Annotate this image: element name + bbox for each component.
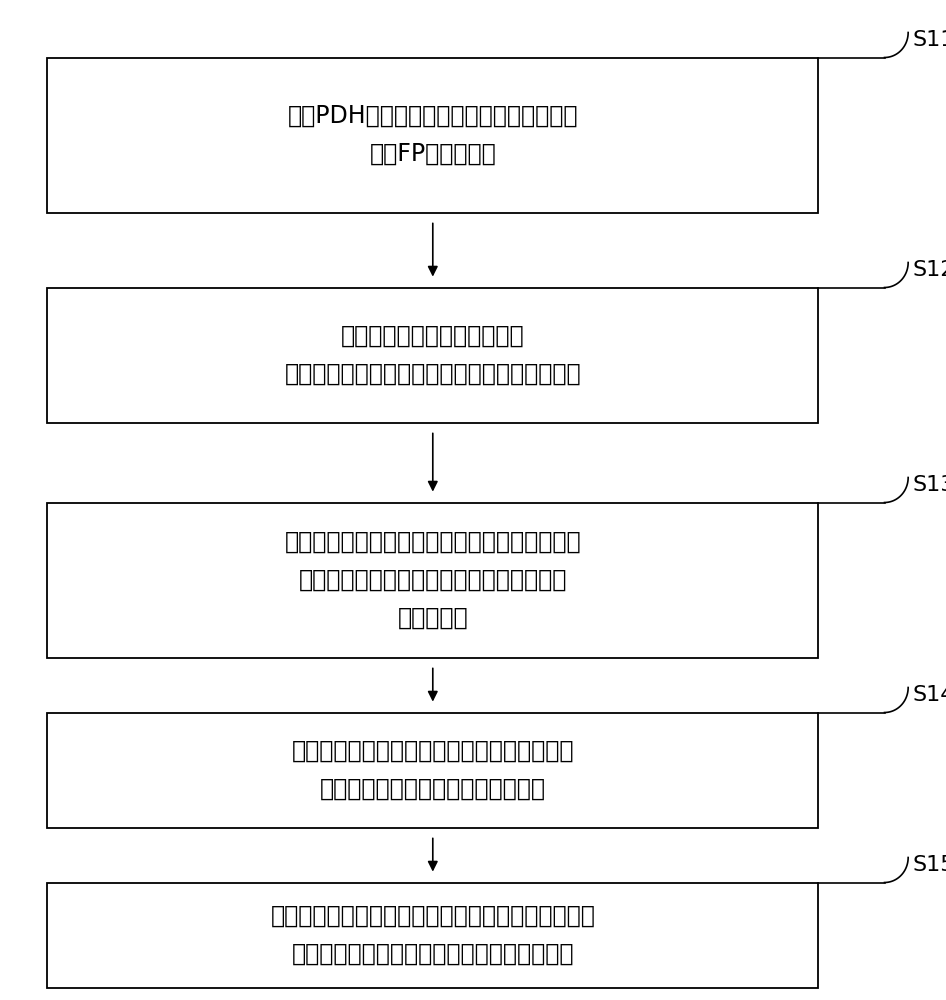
Text: 光频梳的重复频率，混合气体包括清洁气体: 光频梳的重复频率，混合气体包括清洁气体 [299, 568, 567, 592]
Text: 采用PDH机制将光频梳的重复频率锁定到气: 采用PDH机制将光频梳的重复频率锁定到气 [288, 104, 578, 128]
Text: S14: S14 [913, 685, 946, 705]
Text: 并根据吸收谱，获得气室内的洁净度: 并根据吸收谱，获得气室内的洁净度 [320, 777, 546, 801]
Text: S11: S11 [913, 30, 946, 50]
FancyBboxPatch shape [47, 503, 818, 658]
FancyBboxPatch shape [47, 288, 818, 422]
Text: 内为真空，获得真空时锁定的光频梳的重复频率: 内为真空，获得真空时锁定的光频梳的重复频率 [285, 362, 581, 386]
Text: 和污染气体: 和污染气体 [397, 606, 468, 630]
Text: S15: S15 [913, 855, 946, 875]
Text: 定的光频梳的重复频率，获得气室内的真空度: 定的光频梳的重复频率，获得气室内的真空度 [291, 942, 574, 966]
Text: 将气室内的气体抽空，使气室: 将气室内的气体抽空，使气室 [341, 324, 525, 348]
FancyBboxPatch shape [47, 57, 818, 213]
Text: S12: S12 [913, 260, 946, 280]
Text: S13: S13 [913, 475, 946, 495]
Text: 根据真空时锁定的光频梳的重复频率和充入气体后锁: 根据真空时锁定的光频梳的重复频率和充入气体后锁 [271, 904, 595, 928]
FancyBboxPatch shape [47, 712, 818, 827]
Text: 在气室内充入混合气体，获得充入气体后锁定的: 在气室内充入混合气体，获得充入气体后锁定的 [285, 530, 581, 554]
FancyBboxPatch shape [47, 882, 818, 988]
Text: 室内FP腔的腔长上: 室内FP腔的腔长上 [370, 142, 496, 166]
Text: 采用光频梳作为光源测量污染气体的吸收谱，: 采用光频梳作为光源测量污染气体的吸收谱， [291, 739, 574, 763]
